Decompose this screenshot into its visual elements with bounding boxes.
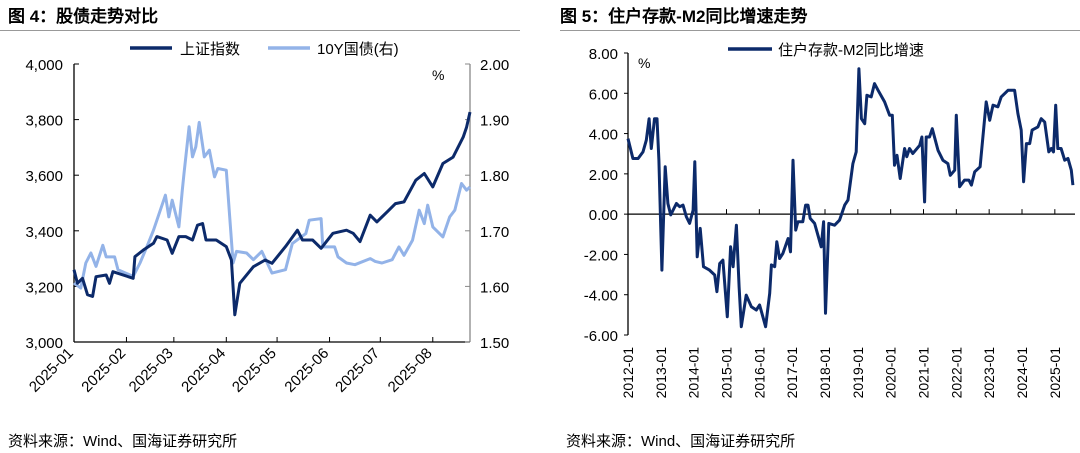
x-tick-label: 2014-01 bbox=[686, 347, 702, 399]
x-tick-label: 2023-01 bbox=[981, 347, 997, 399]
legend-label-household-deposit: 住户存款-M2同比增速 bbox=[778, 42, 924, 59]
x-tick-label: 2025-06 bbox=[281, 345, 332, 396]
y-tick-label: 8.00 bbox=[589, 46, 618, 63]
y-tick-label: -2.00 bbox=[584, 247, 618, 264]
x-tick-label: 2016-01 bbox=[751, 347, 767, 399]
x-tick-label: 2025-04 bbox=[178, 345, 229, 396]
x-tick-label: 2019-01 bbox=[850, 347, 866, 399]
y-right-tick-label: 1.70 bbox=[480, 224, 509, 241]
y-right-tick-label: 2.00 bbox=[480, 57, 509, 74]
x-tick-label: 2021-01 bbox=[916, 347, 932, 399]
y-left-tick-label: 3,800 bbox=[25, 113, 63, 130]
y-right-tick-label: 1.80 bbox=[480, 168, 509, 185]
y-tick-label: 4.00 bbox=[589, 127, 618, 144]
series-line-household-deposit-minus-m2 bbox=[626, 67, 1075, 329]
x-tick-label: 2025-01 bbox=[1047, 347, 1063, 399]
x-tick-label: 2015-01 bbox=[719, 347, 735, 399]
left-chart-title: 图 4：股债走势对比 bbox=[8, 7, 159, 26]
left-source-note: 资料来源：Wind、国海证券研究所 bbox=[8, 433, 238, 450]
right-chart-title: 图 5：住户存款-M2同比增速走势 bbox=[560, 7, 808, 26]
left-title-divider bbox=[0, 30, 520, 31]
y-tick-label: 6.00 bbox=[589, 86, 618, 103]
x-tick-label: 2025-05 bbox=[229, 345, 280, 396]
x-tick-label: 2020-01 bbox=[883, 347, 899, 399]
series-line-10y-bond-yield bbox=[73, 120, 472, 290]
x-tick-label: 2018-01 bbox=[817, 347, 833, 399]
y-tick-label: -6.00 bbox=[584, 328, 618, 345]
x-tick-label: 2024-01 bbox=[1014, 347, 1030, 399]
x-tick-label: 2025-01 bbox=[26, 345, 77, 396]
x-tick-label: 2025-03 bbox=[126, 345, 177, 396]
x-tick-label: 2025-02 bbox=[78, 345, 129, 396]
x-tick-label: 2025-07 bbox=[332, 345, 383, 396]
right-title-divider bbox=[560, 30, 1080, 31]
y-right-tick-label: 1.50 bbox=[480, 335, 509, 352]
x-tick-label: 2012-01 bbox=[620, 347, 636, 399]
y-left-tick-label: 3,000 bbox=[25, 335, 63, 352]
x-tick-label: 2013-01 bbox=[653, 347, 669, 399]
y-tick-label: -4.00 bbox=[584, 288, 618, 305]
x-tick-label: 2017-01 bbox=[784, 347, 800, 399]
y-right-tick-label: 1.90 bbox=[480, 113, 509, 130]
y-left-tick-label: 4,000 bbox=[25, 57, 63, 74]
y-tick-label: 2.00 bbox=[589, 167, 618, 184]
y-right-unit-label: % bbox=[432, 67, 444, 83]
y-tick-label: 0.00 bbox=[589, 207, 618, 224]
x-tick-label: 2022-01 bbox=[948, 347, 964, 399]
x-tick-label: 2025-08 bbox=[385, 345, 436, 396]
y-unit-label: % bbox=[638, 55, 650, 71]
y-right-tick-label: 1.60 bbox=[480, 279, 509, 296]
series-line-shanghai-index bbox=[72, 111, 472, 317]
y-left-tick-label: 3,400 bbox=[25, 224, 63, 241]
legend-label-10y-bond: 10Y国债(右) bbox=[317, 41, 399, 58]
y-left-tick-label: 3,200 bbox=[25, 279, 63, 296]
y-left-tick-label: 3,600 bbox=[25, 168, 63, 185]
right-source-note: 资料来源：Wind、国海证券研究所 bbox=[566, 433, 796, 450]
legend-label-shanghai-index: 上证指数 bbox=[180, 41, 240, 58]
